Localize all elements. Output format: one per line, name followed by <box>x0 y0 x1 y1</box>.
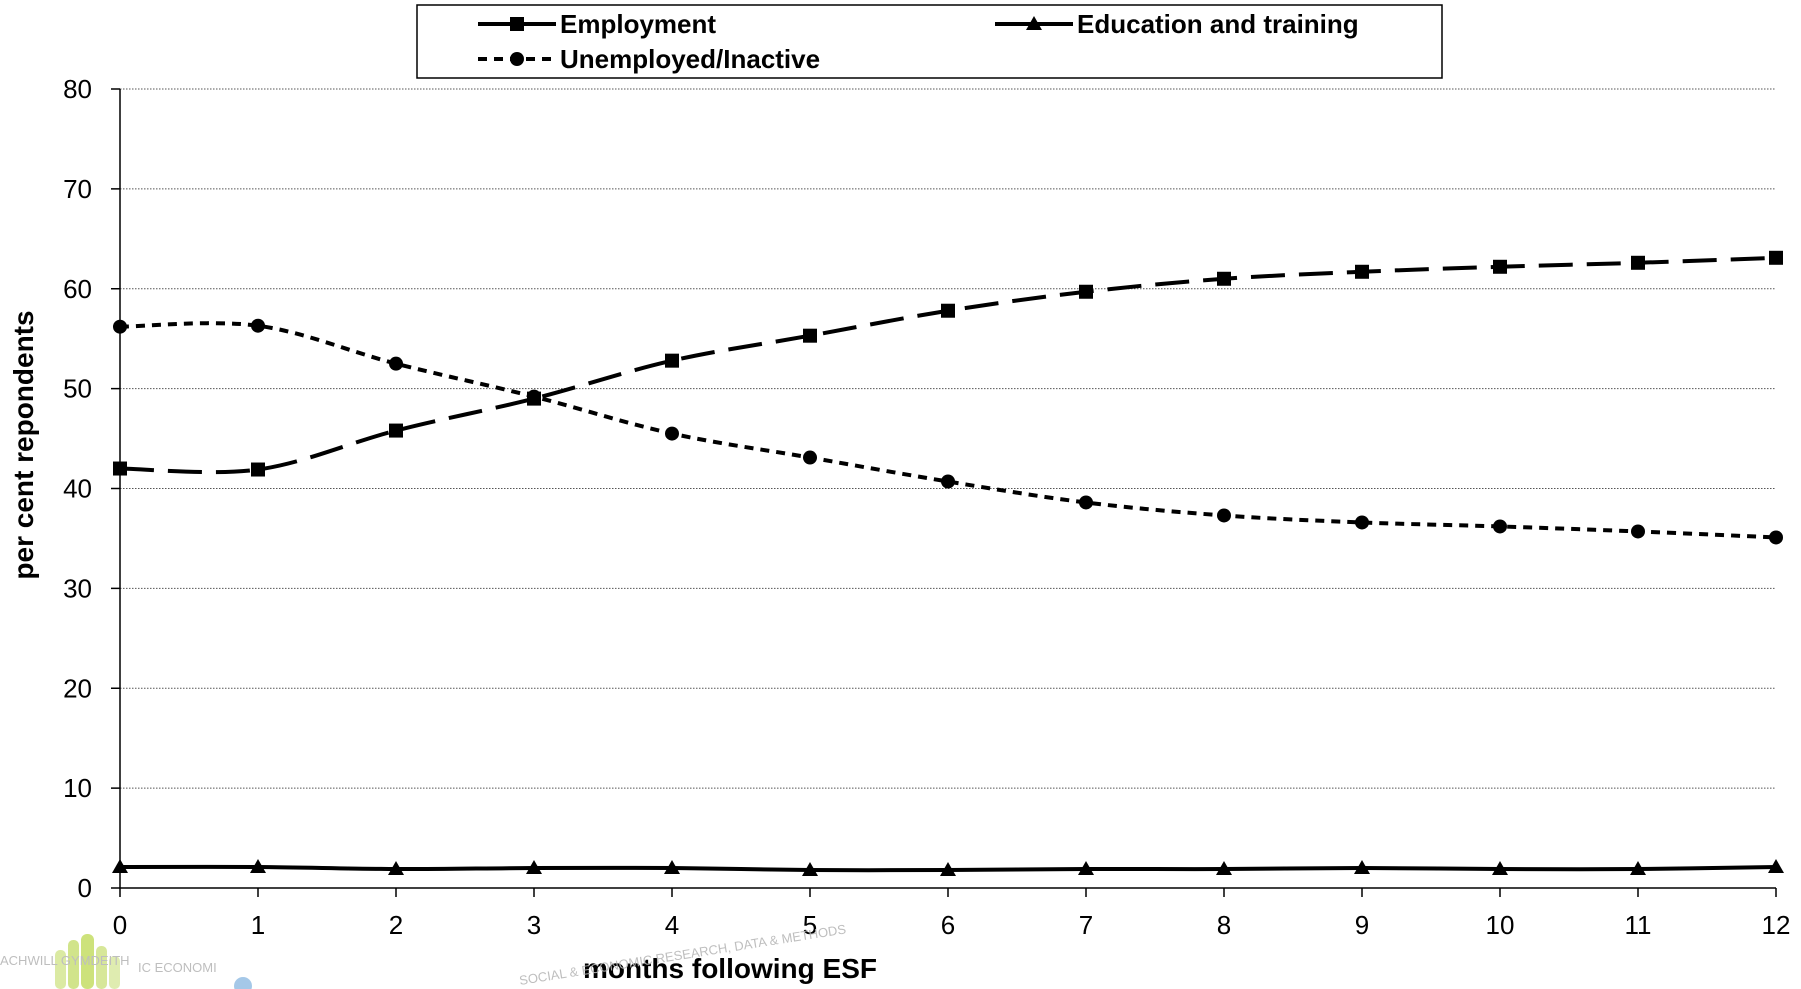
data-point <box>1631 255 1645 270</box>
series-line <box>119 321 1777 540</box>
series-education-and-training <box>112 859 1784 877</box>
data-point <box>1631 524 1645 539</box>
data-point <box>1769 530 1783 545</box>
data-point <box>803 450 817 465</box>
x-tick-label: 8 <box>1217 910 1231 940</box>
x-tick-label: 5 <box>803 910 817 940</box>
data-point <box>112 859 128 874</box>
series-line <box>119 255 1777 475</box>
x-tick-labels: 0 1 2 3 4 5 6 7 8 9 10 11 12 <box>113 910 1791 940</box>
data-point <box>665 426 679 441</box>
data-point <box>1492 861 1508 876</box>
data-point <box>1493 259 1507 274</box>
y-tick-label: 0 <box>78 873 92 903</box>
legend-box <box>416 4 1443 79</box>
data-point <box>1079 284 1093 299</box>
data-point <box>1078 861 1094 876</box>
data-point <box>389 423 403 438</box>
data-point <box>389 356 403 371</box>
data-point <box>665 353 679 368</box>
data-point <box>526 860 542 875</box>
legend-swatch-marker <box>510 52 524 66</box>
data-point <box>802 862 818 877</box>
data-point <box>251 318 265 333</box>
data-point <box>941 303 955 318</box>
watermark-text-left-2: IC ECONOMI <box>138 960 217 975</box>
data-point <box>1355 264 1369 279</box>
legend: Employment Education and training Unemploy… <box>416 4 1443 79</box>
data-point <box>1769 250 1783 265</box>
data-point <box>1630 861 1646 876</box>
y-tick-label: 10 <box>63 773 92 803</box>
data-point <box>1079 495 1093 510</box>
data-point <box>388 861 404 876</box>
data-point <box>1354 860 1370 875</box>
y-tick-label: 40 <box>63 474 92 504</box>
logo-bar <box>68 940 79 989</box>
data-point <box>251 462 265 477</box>
legend-label: Education and training <box>1077 9 1359 39</box>
gridlines <box>120 88 1776 789</box>
data-point <box>803 328 817 343</box>
data-point <box>113 461 127 476</box>
x-tick-label: 2 <box>389 910 403 940</box>
data-point <box>113 319 127 334</box>
y-tick-label: 20 <box>63 673 92 703</box>
y-axis-title: per cent repondents <box>8 310 39 579</box>
legend-label: Unemployed/Inactive <box>560 44 820 74</box>
data-point <box>1217 271 1231 286</box>
data-point <box>1355 515 1369 530</box>
data-point <box>1493 519 1507 534</box>
x-tick-label: 10 <box>1486 910 1515 940</box>
data-point <box>250 859 266 874</box>
y-tick-label: 60 <box>63 274 92 304</box>
logo-bar <box>96 946 107 989</box>
data-point <box>1217 508 1231 523</box>
x-tick-label: 12 <box>1762 910 1791 940</box>
x-tick-label: 9 <box>1355 910 1369 940</box>
logo-bar <box>55 950 66 989</box>
data-point <box>941 474 955 489</box>
y-tick-label: 70 <box>63 174 92 204</box>
data-point <box>940 862 956 877</box>
data-point <box>664 860 680 875</box>
series-unemployed-inactive <box>113 318 1783 545</box>
logo-bar <box>81 934 94 989</box>
axes <box>111 88 1777 897</box>
logo-bar <box>109 956 120 989</box>
watermark-text-left: ACHWILL GYMDEITH <box>0 953 130 968</box>
legend-item: Employment <box>478 9 716 39</box>
data-point <box>527 389 541 404</box>
data-point <box>1216 861 1232 876</box>
y-tick-label: 30 <box>63 573 92 603</box>
data-point <box>1768 859 1784 874</box>
logo-dot <box>234 977 252 989</box>
x-tick-label: 0 <box>113 910 127 940</box>
x-tick-label: 1 <box>251 910 265 940</box>
x-tick-label: 3 <box>527 910 541 940</box>
y-tick-label: 80 <box>63 74 92 104</box>
y-tick-labels: 0 10 20 30 40 50 60 70 80 <box>63 74 92 903</box>
legend-swatch-marker <box>1026 16 1042 30</box>
x-tick-label: 4 <box>665 910 679 940</box>
x-tick-label: 7 <box>1079 910 1093 940</box>
series-group <box>112 250 1784 877</box>
y-tick-label: 50 <box>63 374 92 404</box>
x-tick-label: 11 <box>1625 910 1652 940</box>
legend-label: Employment <box>560 9 716 39</box>
x-axis-title: months following ESF <box>583 953 877 984</box>
x-tick-label: 6 <box>941 910 955 940</box>
legend-item: Education and training <box>995 9 1359 39</box>
series-employment <box>113 250 1783 477</box>
legend-item: Unemployed/Inactive <box>478 44 820 74</box>
legend-swatch-marker <box>510 17 524 31</box>
